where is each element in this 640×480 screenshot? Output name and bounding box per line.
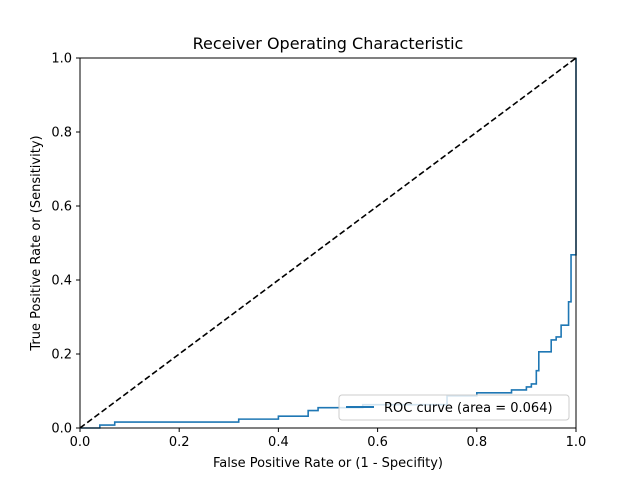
y-tick-label: 1.0 <box>51 52 72 67</box>
y-tick-label: 0.8 <box>51 126 72 141</box>
diagonal-reference-line <box>79 57 577 429</box>
axes-frame <box>79 57 577 429</box>
y-tick-label: 0.2 <box>51 348 72 363</box>
y-axis-label: True Positive Rate or (Sensitivity) <box>29 135 44 351</box>
x-axis-label: False Positive Rate or (1 - Specifity) <box>213 456 443 471</box>
legend-box <box>338 394 570 421</box>
legend-label: ROC curve (area = 0.064) <box>384 401 553 416</box>
chart-title: Receiver Operating Characteristic <box>193 34 464 53</box>
y-tick-label: 0.6 <box>51 200 72 215</box>
y-tick-label: 0.4 <box>51 274 72 289</box>
x-tick-label: 1.0 <box>566 435 587 450</box>
x-tick-label: 0.2 <box>169 435 190 450</box>
y-tick-label: 0.0 <box>51 422 72 437</box>
x-tick-label: 0.0 <box>70 435 91 450</box>
plot-area <box>79 57 577 429</box>
x-axis: 0.0 0.2 0.4 0.6 0.8 1.0 <box>70 428 587 450</box>
x-tick-label: 0.8 <box>466 435 487 450</box>
x-tick-label: 0.4 <box>268 435 289 450</box>
legend: ROC curve (area = 0.064) <box>338 394 570 421</box>
roc-curve-line <box>80 58 577 429</box>
x-tick-label: 0.6 <box>367 435 388 450</box>
y-axis: 0.0 0.2 0.4 0.6 0.8 1.0 <box>51 52 80 437</box>
